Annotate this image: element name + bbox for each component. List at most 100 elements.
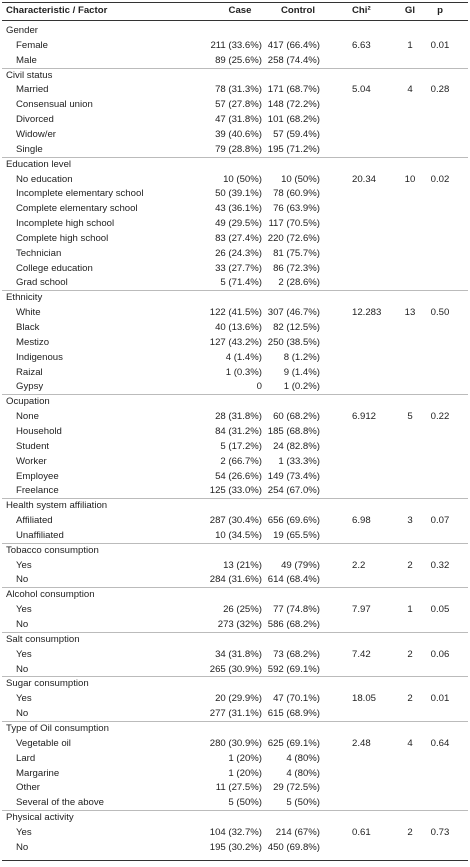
case-cell: 84 (31.2%) bbox=[215, 425, 262, 437]
p-cell: 0.73 bbox=[430, 826, 450, 838]
row-label: Household bbox=[16, 425, 62, 437]
row-label: Yes bbox=[16, 604, 32, 616]
control-cell: 625 (69.1%) bbox=[267, 737, 320, 749]
group-rule bbox=[2, 394, 468, 396]
header-cell: Gl bbox=[404, 5, 416, 16]
row-label: No bbox=[16, 663, 29, 675]
gl-cell: 1 bbox=[407, 604, 413, 616]
p-cell: 0.50 bbox=[430, 307, 450, 319]
gl-cell: 2 bbox=[407, 693, 413, 705]
control-cell: 615 (68.9%) bbox=[267, 708, 320, 720]
row-label: Male bbox=[16, 54, 37, 66]
row-label: College education bbox=[16, 262, 93, 274]
control-cell: 73 (68.2%) bbox=[273, 648, 320, 660]
case-cell: 1 (20%) bbox=[228, 767, 262, 779]
row-label: Gypsy bbox=[16, 381, 44, 393]
group-rule bbox=[2, 290, 468, 292]
case-cell: 125 (33.0%) bbox=[209, 485, 262, 497]
header-cell: Characteristic / Factor bbox=[6, 5, 108, 16]
control-cell: 81 (75.7%) bbox=[273, 247, 320, 259]
case-cell: 1 (20%) bbox=[228, 752, 262, 764]
control-cell: 77 (74.8%) bbox=[273, 604, 320, 616]
control-cell: 86 (72.3%) bbox=[273, 262, 320, 274]
case-cell: 47 (31.8%) bbox=[215, 114, 262, 126]
control-cell: 148 (72.2%) bbox=[267, 99, 320, 111]
control-cell: 78 (60.9%) bbox=[273, 188, 320, 200]
chi-cell: 2.48 bbox=[352, 737, 371, 749]
chi-cell: 2.2 bbox=[352, 559, 366, 571]
control-cell: 76 (63.9%) bbox=[273, 203, 320, 215]
case-cell: 43 (36.1%) bbox=[215, 203, 262, 215]
row-label: Yes bbox=[16, 826, 32, 838]
header-cell: p bbox=[437, 5, 443, 16]
row-label: Vegetable oil bbox=[16, 737, 71, 749]
p-cell: 0.01 bbox=[430, 693, 450, 705]
row-label: Incomplete high school bbox=[16, 218, 115, 230]
control-cell: 57 (59.4%) bbox=[273, 128, 320, 140]
case-cell: 26 (25%) bbox=[223, 604, 262, 616]
header-cell: Chi² bbox=[352, 5, 371, 16]
chi-cell: 20.34 bbox=[352, 173, 377, 185]
case-cell: 50 (39.1%) bbox=[215, 188, 262, 200]
case-cell: 127 (43.2%) bbox=[209, 336, 262, 348]
case-cell: 34 (31.8%) bbox=[215, 648, 262, 660]
top-rule bbox=[2, 2, 468, 3]
gl-cell: 2 bbox=[407, 559, 413, 571]
bottom-rule bbox=[2, 860, 468, 861]
control-cell: 250 (38.5%) bbox=[267, 336, 320, 348]
group-label: Health system affiliation bbox=[6, 500, 108, 512]
group-label: Alcohol consumption bbox=[6, 589, 95, 601]
case-cell: 89 (25.6%) bbox=[215, 54, 262, 66]
case-cell: 78 (31.3%) bbox=[215, 84, 262, 96]
case-cell: 20 (29.9%) bbox=[215, 693, 262, 705]
row-label: Divorced bbox=[16, 114, 54, 126]
control-cell: 10 (50%) bbox=[281, 173, 320, 185]
group-label: Gender bbox=[6, 25, 38, 36]
group-label: Salt consumption bbox=[6, 633, 80, 645]
group-rule bbox=[2, 156, 468, 158]
control-cell: 29 (72.5%) bbox=[273, 782, 320, 794]
control-cell: 24 (82.8%) bbox=[273, 440, 320, 452]
row-label: Student bbox=[16, 440, 50, 452]
case-cell: 5 (50%) bbox=[228, 797, 262, 809]
row-label: Worker bbox=[16, 455, 47, 467]
case-cell: 13 (21%) bbox=[223, 559, 262, 571]
gl-cell: 2 bbox=[407, 648, 413, 660]
control-cell: 220 (72.6%) bbox=[267, 232, 320, 244]
group-rule bbox=[2, 542, 468, 544]
row-label: Technician bbox=[16, 247, 62, 259]
case-cell: 10 (50%) bbox=[223, 173, 262, 185]
control-cell: 49 (79%) bbox=[281, 559, 320, 571]
case-cell: 284 (31.6%) bbox=[209, 574, 262, 586]
gl-cell: 3 bbox=[407, 515, 413, 527]
row-label: Margarine bbox=[16, 767, 60, 779]
control-cell: 1 (33.3%) bbox=[278, 455, 320, 467]
control-cell: 47 (70.1%) bbox=[273, 693, 320, 705]
case-cell: 0 bbox=[256, 381, 262, 393]
control-cell: 258 (74.4%) bbox=[267, 54, 320, 66]
group-label: Physical activity bbox=[6, 812, 74, 824]
row-label: Affiliated bbox=[16, 515, 53, 527]
case-cell: 28 (31.8%) bbox=[215, 411, 262, 423]
case-cell: 10 (34.5%) bbox=[215, 529, 262, 541]
control-cell: 1 (0.2%) bbox=[283, 381, 320, 393]
case-cell: 122 (41.5%) bbox=[209, 307, 262, 319]
row-label: Widow/er bbox=[16, 128, 56, 140]
case-cell: 287 (30.4%) bbox=[209, 515, 262, 527]
row-label: None bbox=[16, 411, 39, 423]
header-cell: Control bbox=[280, 5, 316, 16]
control-cell: 2 (28.6%) bbox=[278, 277, 320, 289]
group-label: Tobacco consumption bbox=[6, 544, 99, 556]
control-cell: 82 (12.5%) bbox=[273, 322, 320, 333]
row-label: Mestizo bbox=[16, 336, 50, 348]
row-label: Complete elementary school bbox=[16, 203, 138, 215]
chi-cell: 7.97 bbox=[352, 604, 371, 616]
row-label: Indigenous bbox=[16, 351, 63, 363]
header-rule bbox=[2, 20, 468, 21]
control-cell: 19 (65.5%) bbox=[273, 529, 320, 541]
control-cell: 195 (71.2%) bbox=[267, 143, 320, 155]
case-cell: 273 (32%) bbox=[217, 619, 262, 630]
control-cell: 60 (68.2%) bbox=[273, 411, 320, 423]
group-label: Type of Oil consumption bbox=[6, 722, 109, 734]
